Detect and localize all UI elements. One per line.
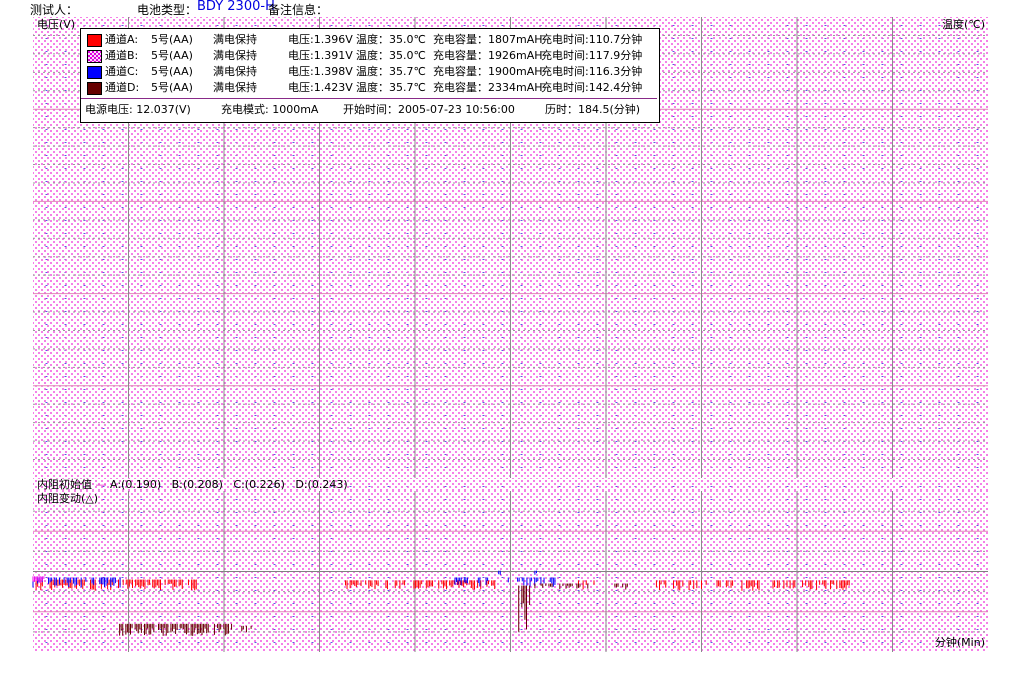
header-bar: 测试人： 电池类型： BDY 2300-H 备注信息： xyxy=(0,0,1022,17)
channel-b-time: 充电时间:117.9分钟 xyxy=(541,49,643,62)
battery-type-label: 电池类型： xyxy=(137,3,198,17)
initial-resistance-label: 内阻初始值 xyxy=(37,478,92,491)
charge-mode: 充电模式: 1000mA xyxy=(221,103,319,116)
channel-a-swatch xyxy=(87,34,102,47)
channel-d-type: 5号(AA) xyxy=(151,81,193,94)
supply-voltage: 电源电压: 12.037(V) xyxy=(85,103,191,116)
channel-d-voltage: 电压:1.423V xyxy=(288,81,353,94)
channel-d-temperature: 温度：35.7℃ xyxy=(356,81,426,94)
channel-a-temperature: 温度：35.0℃ xyxy=(356,33,426,46)
channel-c-type: 5号(AA) xyxy=(151,65,193,78)
remark-label: 备注信息： xyxy=(268,3,329,17)
initial-resistance-text: 内阻初始值 — A:(0.190) B:(0.208) C:(0.226) D:… xyxy=(37,479,348,491)
channel-a-time: 充电时间:110.7分钟 xyxy=(541,33,643,46)
tester-label: 测试人： xyxy=(30,3,79,17)
channel-d-capacity: 充电容量：2334mAH xyxy=(433,81,543,94)
channel-d-mode: 满电保持 xyxy=(213,81,257,94)
battery-type-value: BDY 2300-H xyxy=(197,0,275,14)
legend-row-channel-a: 通道A: 5号(AA) 满电保持 电压:1.396V 温度：35.0℃ 充电容量… xyxy=(81,32,657,47)
channel-a-voltage: 电压:1.396V xyxy=(288,33,353,46)
legend-summary-row: 电源电压: 12.037(V) 充电模式: 1000mA 开始时间：2005-0… xyxy=(81,102,657,117)
channel-a-mode: 满电保持 xyxy=(213,33,257,46)
legend-row-channel-b: 通道B: 5号(AA) 满电保持 电压:1.391V 温度：35.0℃ 充电容量… xyxy=(81,48,657,63)
temp-axis-title: 温度(℃) xyxy=(942,18,985,31)
channel-b-swatch xyxy=(87,50,102,63)
resistance-delta-label: 内阻变动(△) xyxy=(37,492,99,505)
start-time: 开始时间：2005-07-23 10:56:00 xyxy=(343,103,515,116)
channel-b-temperature: 温度：35.0℃ xyxy=(356,49,426,62)
channel-c-time: 充电时间:116.3分钟 xyxy=(541,65,643,78)
channel-d-label: 通道D: xyxy=(105,81,140,94)
initial-resistance-band xyxy=(33,478,988,491)
legend-row-channel-d: 通道D: 5号(AA) 满电保持 电压:1.423V 温度：35.7℃ 充电容量… xyxy=(81,80,657,95)
channel-a-label: 通道A: xyxy=(105,33,139,46)
channel-a-capacity: 充电容量：1807mAH xyxy=(433,33,543,46)
resistance-delta-plot-area[interactable] xyxy=(33,491,988,652)
channel-d-swatch xyxy=(87,82,102,95)
legend-row-channel-c: 通道C: 5号(AA) 满电保持 电压:1.398V 温度：35.7℃ 充电容量… xyxy=(81,64,657,79)
channel-b-label: 通道B: xyxy=(105,49,139,62)
channel-c-capacity: 充电容量：1900mAH xyxy=(433,65,543,78)
channel-c-swatch xyxy=(87,66,102,79)
initial-resistance-values: A:(0.190) B:(0.208) C:(0.226) D:(0.243) xyxy=(110,478,348,491)
resistance-line-sample: — xyxy=(95,478,107,491)
legend-box: 通道A: 5号(AA) 满电保持 电压:1.396V 温度：35.0℃ 充电容量… xyxy=(80,28,660,123)
channel-d-time: 充电时间:142.4分钟 xyxy=(541,81,643,94)
channel-b-voltage: 电压:1.391V xyxy=(288,49,353,62)
elapsed-time: 历时：184.5(分钟) xyxy=(545,103,641,116)
channel-c-voltage: 电压:1.398V xyxy=(288,65,353,78)
channel-b-capacity: 充电容量：1926mAH xyxy=(433,49,543,62)
channel-b-mode: 满电保持 xyxy=(213,49,257,62)
x-axis-title: 分钟(Min) xyxy=(934,636,985,649)
voltage-axis-title: 电压(V) xyxy=(37,18,76,31)
channel-c-label: 通道C: xyxy=(105,65,139,78)
legend-separator xyxy=(81,98,657,99)
channel-a-type: 5号(AA) xyxy=(151,33,193,46)
channel-c-mode: 满电保持 xyxy=(213,65,257,78)
channel-b-type: 5号(AA) xyxy=(151,49,193,62)
channel-c-temperature: 温度：35.7℃ xyxy=(356,65,426,78)
